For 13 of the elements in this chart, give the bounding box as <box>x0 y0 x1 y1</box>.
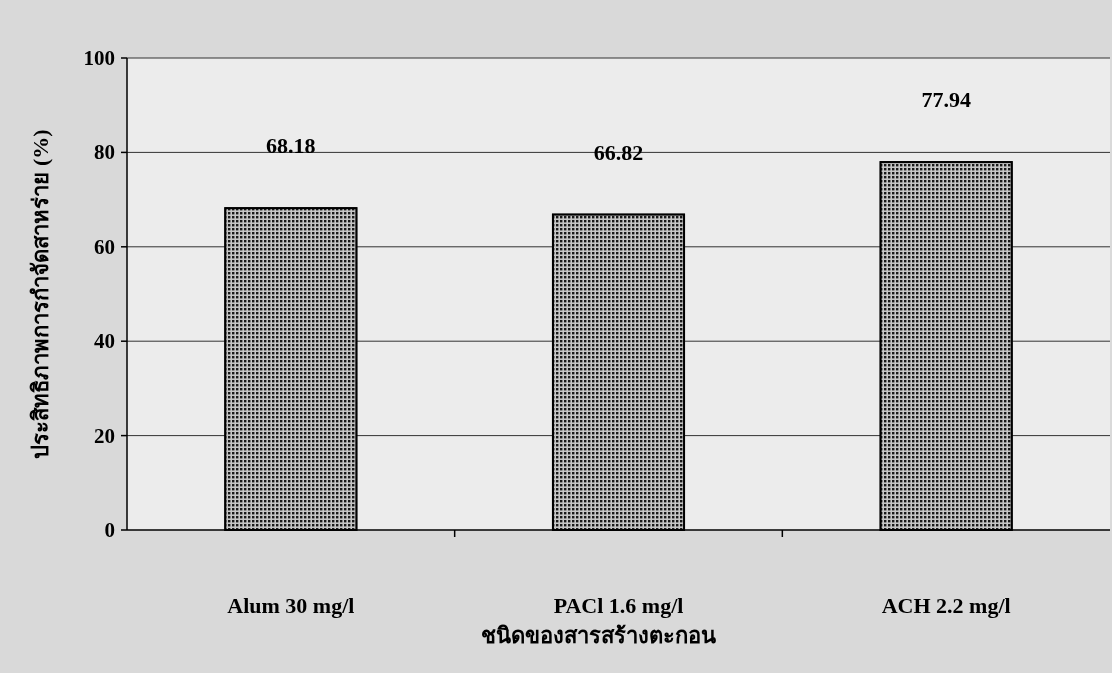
y-tick-label: 80 <box>94 140 115 165</box>
x-tick-label: ACH 2.2 mg/l <box>881 593 1011 618</box>
y-tick-label: 40 <box>94 329 115 354</box>
y-tick-label: 20 <box>94 423 115 448</box>
x-tick-label: Alum 30 mg/l <box>227 593 355 618</box>
y-tick-label: 60 <box>94 234 115 259</box>
y-tick-label: 0 <box>104 518 115 542</box>
y-tick-label: 100 <box>83 46 115 70</box>
x-axis-title: ชนิดของสารสร้างตะกอน <box>481 623 716 648</box>
x-tick-label: PACl 1.6 mg/l <box>553 593 684 618</box>
y-axis-title: ประสิทธิภาพการกำจัดสาหร่าย (%) <box>28 129 53 459</box>
data-label: 77.94 <box>921 87 971 113</box>
data-label: 68.18 <box>266 133 316 159</box>
